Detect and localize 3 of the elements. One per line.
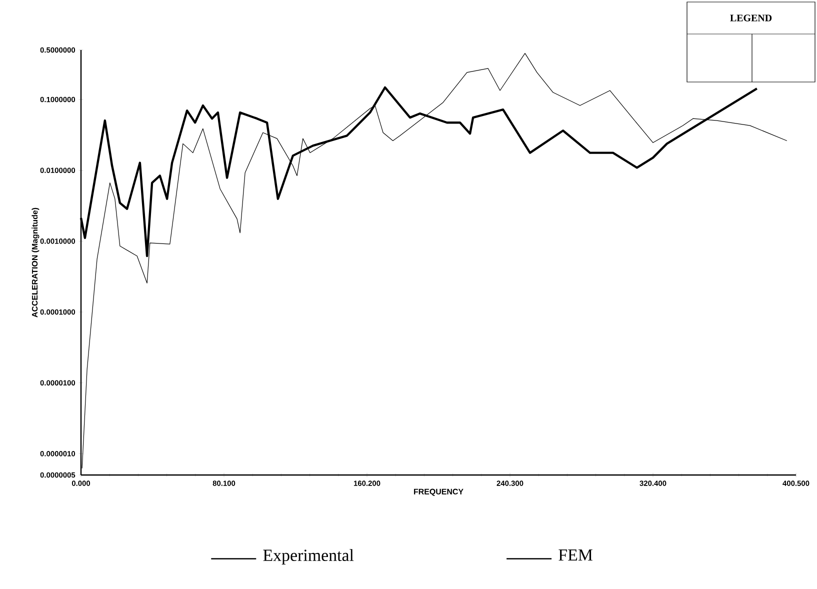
legend-label: FEM: [558, 549, 592, 561]
legend-label: Experimental: [263, 549, 354, 564]
text: LEGEND: [730, 14, 772, 22]
